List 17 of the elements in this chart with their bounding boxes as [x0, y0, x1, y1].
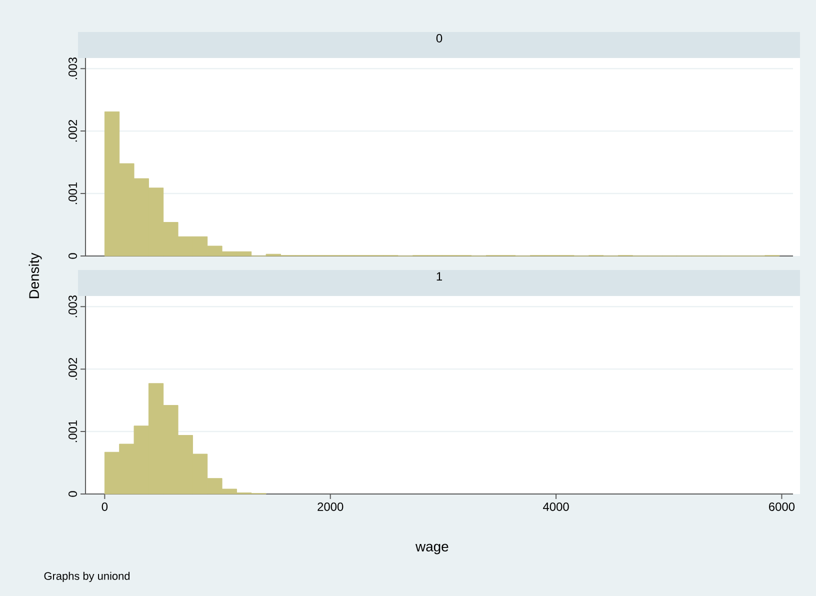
y-tick-label: .001	[68, 182, 77, 204]
x-tick-label: 2000	[318, 502, 344, 511]
y-tick-label: .003	[68, 295, 77, 318]
x-axis-title: wage	[416, 544, 448, 554]
y-tick-label: .001	[68, 420, 77, 442]
y-tick-label: .002	[68, 358, 77, 380]
y-tick-label: 0	[68, 253, 77, 259]
y-axis-title: Density	[28, 252, 42, 298]
chart-title: 0	[436, 34, 442, 42]
x-tick-label: 0	[102, 502, 108, 511]
x-tick-label: 6000	[769, 502, 795, 511]
y-tick-label: .002	[68, 120, 77, 142]
chart-title: 1	[436, 272, 442, 280]
y-tick-label: .003	[68, 57, 77, 80]
x-tick-label: 4000	[543, 502, 569, 511]
y-tick-label: 0	[68, 491, 77, 497]
text: Graphs by uniond	[44, 572, 130, 582]
